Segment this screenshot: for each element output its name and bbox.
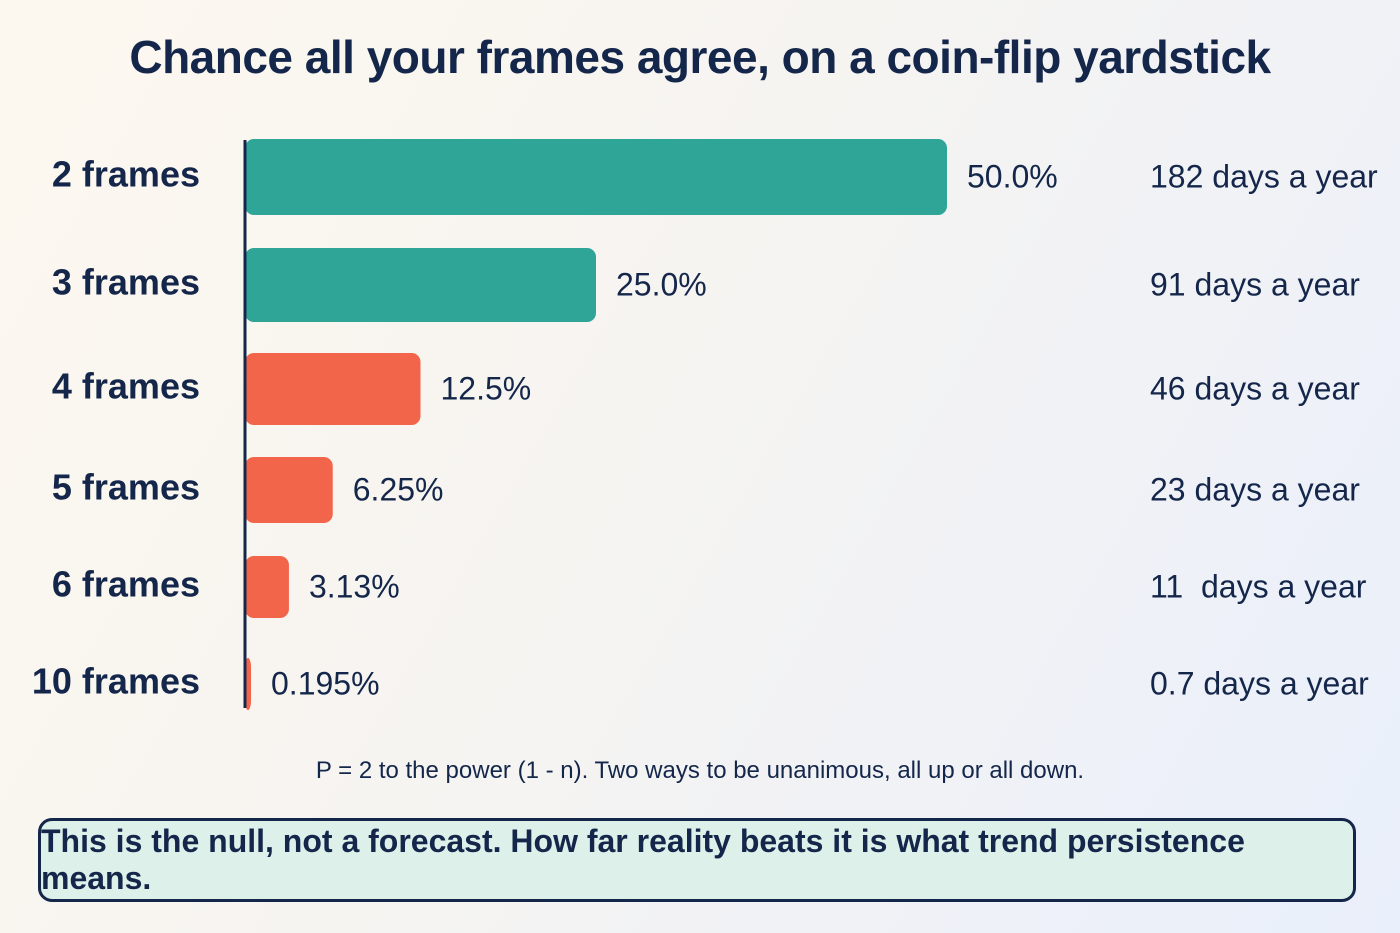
days-per-year-label: 91 days a year: [1150, 266, 1360, 302]
bar-4-frames: [245, 353, 421, 425]
value-label: 25.0%: [616, 266, 707, 302]
category-label: 2 frames: [52, 154, 200, 195]
value-label: 0.195%: [271, 665, 380, 701]
category-label: 3 frames: [52, 262, 200, 303]
days-per-year-label: 11 days a year: [1150, 568, 1367, 604]
value-label: 3.13%: [309, 568, 400, 604]
bar-5-frames: [245, 457, 333, 523]
category-label: 6 frames: [52, 564, 200, 605]
value-label: 6.25%: [353, 471, 444, 507]
category-label: 10 frames: [32, 661, 200, 702]
days-per-year-label: 23 days a year: [1150, 471, 1360, 507]
callout-box: This is the null, not a forecast. How fa…: [38, 818, 1356, 902]
value-label: 12.5%: [441, 370, 532, 406]
bar-6-frames: [245, 556, 289, 618]
callout-text: This is the null, not a forecast. How fa…: [41, 823, 1245, 896]
bar-group: 2 frames 50.0% 182 days a year 3 frames 25.0…: [32, 139, 1378, 710]
bar-2-frames: [245, 139, 947, 215]
category-label: 4 frames: [52, 366, 200, 407]
days-per-year-label: 0.7 days a year: [1150, 665, 1369, 701]
formula-note: P = 2 to the power (1 - n). Two ways to …: [315, 757, 1085, 784]
category-label: 5 frames: [52, 467, 200, 508]
days-per-year-label: 182 days a year: [1150, 158, 1378, 194]
bar-chart: 2 frames 50.0% 182 days a year 3 frames 25.0…: [32, 139, 1378, 710]
days-per-year-label: 46 days a year: [1150, 370, 1360, 406]
value-label: 50.0%: [967, 158, 1058, 194]
chart-title: Chance all your frames agree, on a coin-…: [129, 31, 1271, 83]
bar-3-frames: [245, 248, 596, 322]
